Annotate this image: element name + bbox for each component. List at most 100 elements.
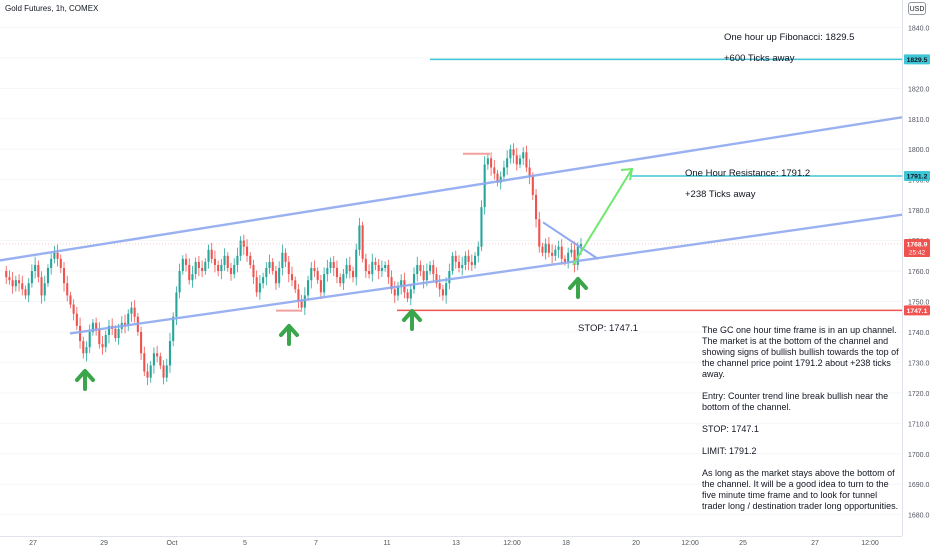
candle-body (165, 365, 168, 378)
candle-body (544, 243, 547, 253)
candle-body (75, 313, 78, 326)
candle-body (486, 158, 489, 165)
candle-body (223, 255, 226, 265)
y-tick-label: 1820.0 (908, 86, 930, 93)
symbol-title[interactable]: Gold Futures, 1h, COMEX (5, 4, 99, 13)
fib-price-label-bg (904, 54, 930, 65)
x-tick-label: 5 (243, 540, 247, 547)
candle-body (522, 152, 525, 159)
stop-price-label-bg (904, 305, 930, 316)
candle-body (409, 289, 412, 299)
candle-body (348, 264, 351, 272)
candle-body (425, 271, 428, 281)
candle-body (56, 252, 59, 259)
candle-body (319, 280, 322, 293)
candle-body (226, 255, 229, 268)
candle-body (156, 353, 159, 357)
candle-body (541, 246, 544, 253)
candle-body (499, 176, 502, 183)
last-price-label-countdown: 25:42 (909, 249, 926, 256)
drawing-overlays (0, 58, 903, 391)
y-tick-label: 1730.0 (908, 360, 930, 367)
candle-body (345, 264, 348, 275)
candle-body (201, 268, 204, 272)
candle-body (432, 264, 435, 275)
candle-body (579, 243, 583, 247)
candle-body (204, 261, 207, 272)
analysis-paragraph: The GC one hour time frame is in an up c… (702, 325, 902, 523)
candle-body (429, 264, 432, 272)
x-tick-label: 12:00 (681, 540, 699, 547)
candle-body (412, 274, 416, 290)
x-tick-label: 29 (100, 540, 108, 547)
currency-badge[interactable]: USD (908, 2, 926, 15)
analysis-text-1: The GC one hour time frame is in an up c… (702, 325, 899, 379)
x-tick-label: 27 (29, 540, 37, 547)
candle-body (294, 280, 297, 290)
candle-body (374, 261, 377, 265)
candle-body (506, 158, 509, 168)
candle-body (528, 167, 531, 177)
candle-body (364, 258, 367, 272)
resistance-ticks-text: +238 Ticks away (685, 189, 756, 200)
y-tick-label: 1790.0 (908, 178, 930, 185)
candle-body (368, 271, 371, 275)
candle-body (473, 255, 477, 265)
candle-body (467, 255, 470, 262)
y-tick-label: 1720.0 (908, 391, 930, 398)
candle-body (88, 331, 91, 348)
candle-body (233, 264, 236, 275)
channel-upper-line (0, 116, 903, 262)
y-tick-label: 1740.0 (908, 330, 930, 337)
x-tick-label: 11 (383, 540, 390, 547)
analysis-text-2: Entry: Counter trend line break bullish … (702, 391, 889, 412)
candle-body (79, 325, 82, 342)
candle-body (448, 271, 451, 284)
price-axis: 1680.0 1690.0 1700.0 1710.0 1720.0 1730.0 1740… (902, 0, 930, 536)
fib-price-label: 1829.5 (907, 57, 928, 64)
candle-body (249, 255, 252, 265)
x-tick-label: 20 (632, 540, 640, 547)
candle-body (332, 261, 335, 268)
candle-body (377, 264, 380, 272)
candle-body (246, 246, 249, 256)
candle-body (355, 249, 358, 278)
projection-arrow-line (572, 168, 633, 266)
candle-body (290, 274, 294, 281)
candle-body (188, 264, 191, 281)
candle-body (162, 365, 165, 378)
stop-price-label: 1747.1 (907, 308, 928, 315)
candle-body (143, 353, 146, 372)
candle-body (454, 255, 457, 262)
candle-body (351, 271, 355, 278)
candle-body (62, 268, 66, 284)
fib-ticks-text: +600 Ticks away (724, 53, 795, 64)
candle-body (326, 268, 329, 275)
candle-body (181, 258, 184, 272)
candle-body (252, 264, 255, 278)
resistance-price-label-bg (904, 171, 930, 182)
candle-body (265, 268, 268, 278)
candle-body (493, 167, 496, 174)
candle-body (30, 271, 33, 284)
counter-trend-line (542, 221, 599, 260)
x-tick-label: 12:00 (503, 540, 521, 547)
resistance-title-text: One Hour Resistance: 1791.2 (685, 168, 811, 179)
candle-body (303, 295, 306, 308)
projection-arrow-head (620, 167, 634, 181)
candle-body (50, 258, 53, 268)
candle-body (220, 264, 223, 272)
candle-body (570, 249, 573, 253)
candle-body (24, 289, 27, 296)
candle-body (329, 261, 332, 268)
candle-body (191, 274, 194, 281)
candle-body (384, 264, 387, 268)
candle-body (172, 316, 175, 342)
candle-body (258, 283, 261, 293)
candle-body (117, 328, 120, 339)
candle-body (390, 277, 393, 290)
analysis-text-4: LIMIT: 1791.2 (702, 446, 757, 456)
candle-body (37, 264, 40, 278)
candle-body (59, 258, 62, 268)
